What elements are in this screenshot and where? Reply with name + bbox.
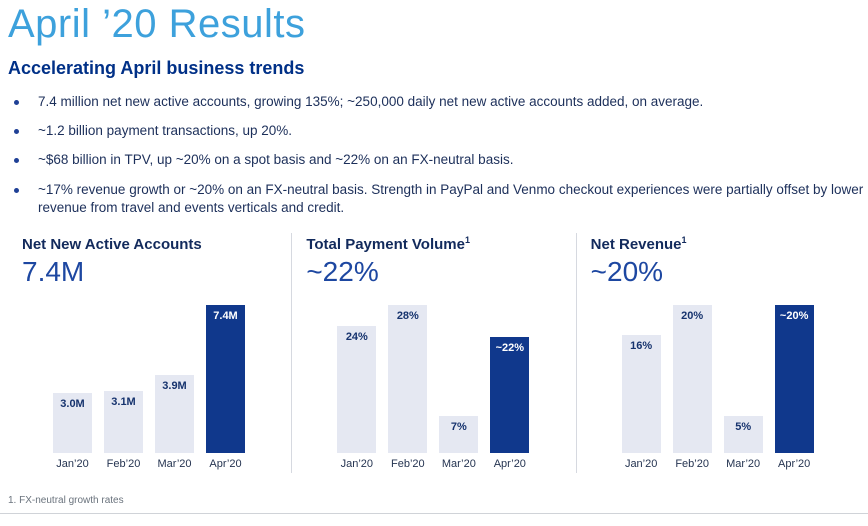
category-axis: Jan’20 Feb’20 Mar’20 Apr’20 <box>337 458 569 470</box>
bullet-item: ~$68 billion in TPV, up ~20% on a spot b… <box>8 151 864 169</box>
bar-category-label: Apr’20 <box>493 458 526 471</box>
bar-category-label: Apr’20 <box>209 458 242 471</box>
bar-category-label: Apr’20 <box>778 458 811 471</box>
bar-mar20: 3.9M <box>155 375 194 454</box>
category-axis: Jan’20 Feb’20 Mar’20 Apr’20 <box>53 458 285 470</box>
bar-value-label: 7% <box>450 421 467 434</box>
chart-headline-value: 7.4M <box>22 256 85 288</box>
bar-group: 3.0M 3.1M 3.9M 7.4M <box>53 305 285 454</box>
bar-group: 16% 20% 5% ~20% <box>621 305 854 454</box>
chart-title-text: Net Revenue <box>590 236 682 254</box>
bar-category-label: Mar’20 <box>726 458 761 471</box>
bullet-item: ~1.2 billion payment transactions, up 20… <box>8 122 864 140</box>
bar-value-label: 3.0M <box>60 398 85 411</box>
bar-jan20: 3.0M <box>53 393 92 454</box>
chart-net-revenue: Net Revenue1 ~20% 16% 20% 5% ~20% Jan’20 Feb… <box>575 233 860 474</box>
bar-value-label: ~22% <box>495 342 525 355</box>
bullet-item: 7.4 million net new active accounts, gro… <box>8 93 864 111</box>
chart-net-new-active-accounts: Net New Active Accounts 7.4M 3.0M 3.1M 3.9… <box>8 233 291 473</box>
chart-headline-value: ~20% <box>590 256 664 288</box>
category-axis: Jan’20 Feb’20 Mar’20 Apr’20 <box>622 458 854 470</box>
bar-category-label: Feb’20 <box>106 458 141 471</box>
bar-value-label: 7.4M <box>213 310 238 323</box>
chart-title-superscript: 1 <box>681 235 687 246</box>
bar-category-label: Mar’20 <box>157 458 192 471</box>
bullet-item: ~17% revenue growth or ~20% on an FX-neu… <box>8 181 864 217</box>
chart-title-superscript: 1 <box>464 235 470 246</box>
chart-title: Net New Active Accounts <box>22 235 285 253</box>
bar-feb20: 28% <box>388 305 428 454</box>
bullet-list: 7.4 million net new active accounts, gro… <box>8 93 864 217</box>
chart-total-payment-volume: Total Payment Volume1 ~22% 24% 28% 7% ~22% … <box>291 233 575 474</box>
bar-feb20: 20% <box>672 305 712 454</box>
bar-value-label: 16% <box>630 340 653 353</box>
bar-category-label: Mar’20 <box>441 458 476 471</box>
chart-title-text: Total Payment Volume <box>306 236 465 254</box>
bar-value-label: 20% <box>681 310 704 323</box>
bar-value-label: 28% <box>396 310 419 323</box>
chart-headline-value: ~22% <box>306 256 379 288</box>
charts-row: Net New Active Accounts 7.4M 3.0M 3.1M 3.9… <box>8 233 860 474</box>
chart-title: Net Revenue1 <box>591 235 854 253</box>
bar-apr20: ~20% <box>774 305 814 454</box>
bar-value-label: 3.9M <box>162 380 187 393</box>
bar-apr20: ~22% <box>490 337 530 454</box>
bar-category-label: Feb’20 <box>391 458 425 471</box>
bar-mar20: 7% <box>439 416 479 454</box>
chart-title: Total Payment Volume1 <box>306 235 569 253</box>
bar-category-label: Jan’20 <box>624 458 658 471</box>
bottom-divider <box>0 513 868 514</box>
page-title: April ’20 Results <box>8 2 306 46</box>
chart-title-text: Net New Active Accounts <box>22 236 202 254</box>
bar-category-label: Jan’20 <box>56 458 89 471</box>
footnote: 1. FX-neutral growth rates <box>8 495 124 506</box>
bar-value-label: 3.1M <box>111 396 136 409</box>
bar-apr20: 7.4M <box>206 305 245 454</box>
bar-category-label: Jan’20 <box>340 458 374 471</box>
bar-value-label: ~20% <box>779 310 809 323</box>
bar-jan20: 24% <box>337 326 377 454</box>
section-heading: Accelerating April business trends <box>8 58 305 78</box>
bar-value-label: 24% <box>345 331 368 344</box>
bar-mar20: 5% <box>723 416 763 454</box>
bar-group: 24% 28% 7% ~22% <box>337 305 569 454</box>
bar-feb20: 3.1M <box>104 391 143 454</box>
bar-jan20: 16% <box>621 335 661 454</box>
bar-category-label: Feb’20 <box>675 458 709 471</box>
bar-value-label: 5% <box>735 421 752 434</box>
